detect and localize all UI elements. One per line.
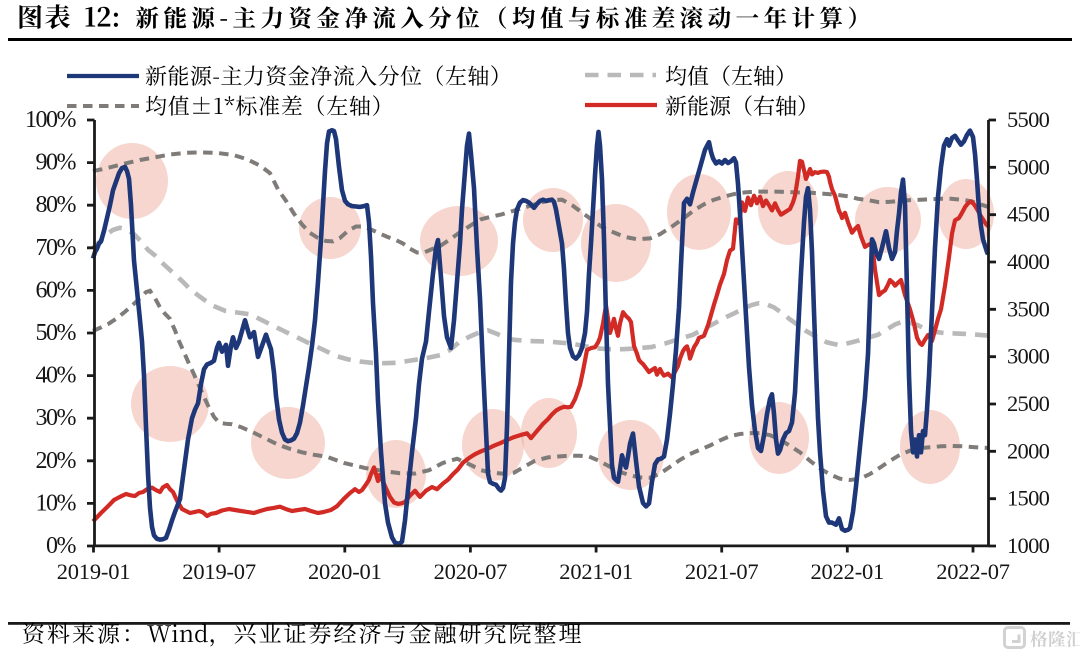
svg-text:5000: 5000 [1007,154,1050,179]
svg-text:2500: 2500 [1007,391,1050,416]
svg-text:20%: 20% [36,448,77,474]
svg-text:2021-07: 2021-07 [685,559,759,584]
svg-text:3000: 3000 [1007,344,1050,369]
svg-text:3500: 3500 [1007,296,1050,321]
svg-text:0%: 0% [46,533,77,559]
svg-text:4000: 4000 [1007,249,1050,274]
svg-text:80%: 80% [36,192,77,218]
svg-text:2021-01: 2021-01 [559,559,633,584]
svg-text:1000: 1000 [1007,533,1050,558]
svg-text:2020-07: 2020-07 [434,559,508,584]
svg-text:50%: 50% [36,320,77,346]
svg-text:2022-07: 2022-07 [936,559,1010,584]
svg-text:2020-01: 2020-01 [308,559,382,584]
svg-text:90%: 90% [36,150,77,176]
svg-text:2019-01: 2019-01 [57,559,131,584]
svg-text:10%: 10% [36,490,77,516]
svg-text:60%: 60% [36,277,77,303]
svg-text:2019-07: 2019-07 [182,559,256,584]
svg-text:40%: 40% [36,363,77,389]
svg-text:70%: 70% [36,235,77,261]
svg-text:4500: 4500 [1007,202,1050,227]
svg-text:30%: 30% [36,405,77,431]
svg-text:2000: 2000 [1007,438,1050,463]
svg-text:100%: 100% [25,107,77,133]
svg-text:2022-01: 2022-01 [811,559,885,584]
svg-text:5500: 5500 [1007,107,1050,132]
svg-text:1500: 1500 [1007,486,1050,511]
